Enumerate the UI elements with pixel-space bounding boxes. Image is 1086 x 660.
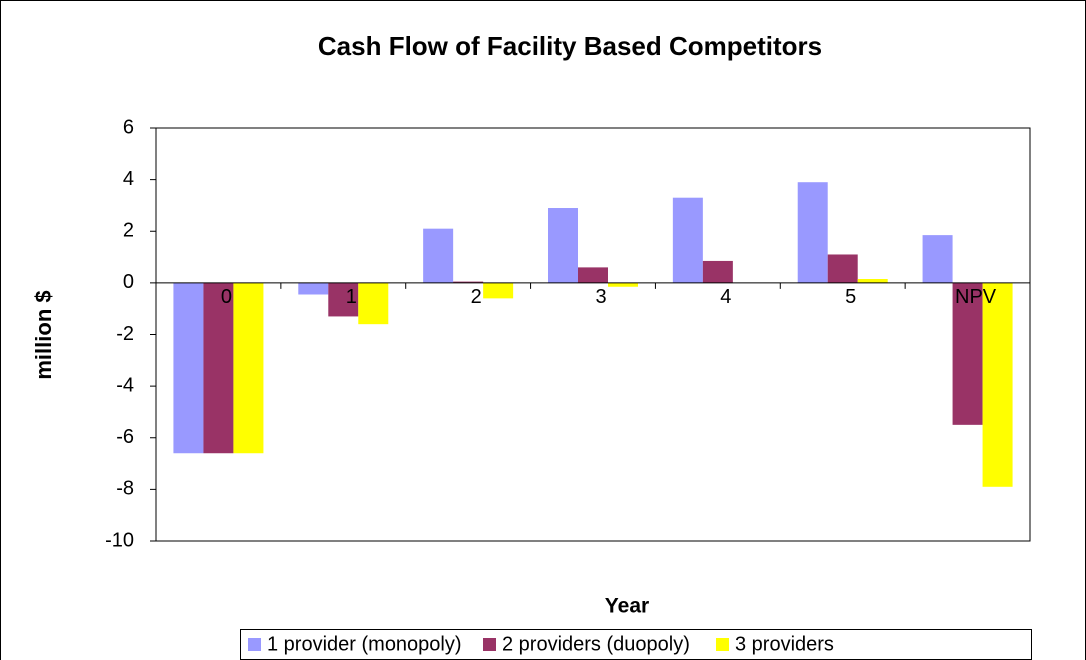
bar [173,282,204,454]
bar [453,281,484,283]
x-tick-label: NPV [955,286,997,308]
bar [952,282,983,425]
x-tick-label: 1 [346,286,357,308]
bar [233,282,264,454]
x-tick-label: 5 [845,286,856,308]
bar [608,282,638,287]
legend-label: 1 provider (monopoly) [267,633,462,655]
y-tick-label: -8 [116,478,134,500]
bar [797,182,828,283]
x-tick-label: 2 [471,286,482,308]
bar [298,282,329,295]
legend-label: 3 providers [735,633,834,655]
legend-swatch [483,638,496,651]
y-tick-label: 2 [123,220,134,242]
bar [857,279,888,283]
x-tick-label: 0 [221,286,232,308]
legend-swatch [248,638,261,651]
legend-swatch [716,638,729,651]
y-tick-label: -2 [116,323,134,345]
bar [548,208,578,283]
bar [423,228,454,283]
bar [358,282,389,325]
y-tick-label: -4 [116,374,134,396]
y-tick-label: -10 [105,529,134,551]
bar [203,282,234,454]
y-tick-label: 4 [123,168,134,190]
y-tick-label: 0 [123,271,134,293]
bar [672,197,703,283]
x-tick-label: 3 [595,286,606,308]
x-axis-label: Year [605,595,649,618]
y-tick-label: -6 [116,426,134,448]
bar [328,282,359,317]
bar [483,282,514,299]
bar [982,282,1013,487]
y-axis-label: million $ [31,290,56,379]
y-tick-label: 6 [123,116,134,138]
bar [702,260,733,283]
bar [578,267,608,283]
bar [827,254,858,283]
bar [922,235,953,283]
x-tick-label: 4 [720,286,731,308]
chart-title: Cash Flow of Facility Based Competitors [318,31,822,61]
legend-label: 2 providers (duopoly) [502,633,690,655]
